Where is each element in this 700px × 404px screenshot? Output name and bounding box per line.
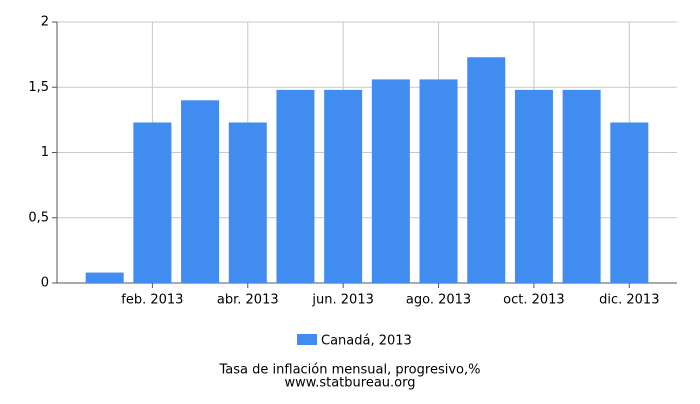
bar <box>419 79 458 283</box>
bar <box>181 100 220 283</box>
bar <box>610 122 649 283</box>
bar <box>371 79 410 283</box>
bar <box>324 89 363 283</box>
source: www.statbureau.org <box>285 376 416 391</box>
x-tick-label: ago. 2013 <box>406 293 471 308</box>
y-tick-label: 2 <box>41 15 49 30</box>
bar <box>467 57 506 283</box>
legend-swatch <box>297 334 317 345</box>
y-tick-label: 1,5 <box>28 80 49 95</box>
x-tick-label: jun. 2013 <box>311 293 373 308</box>
x-tick-label: abr. 2013 <box>217 293 279 308</box>
chart-title: Tasa de inflación mensual, progresivo,% <box>219 363 481 378</box>
x-tick-label: oct. 2013 <box>503 293 565 308</box>
y-tick-label: 0,5 <box>28 210 49 225</box>
bar <box>562 89 601 283</box>
y-tick-label: 0 <box>41 276 49 291</box>
y-tick-label: 1 <box>41 145 49 160</box>
bar <box>133 122 172 283</box>
x-tick-label: dic. 2013 <box>599 293 659 308</box>
bar <box>276 89 315 283</box>
bar <box>514 89 553 283</box>
bar <box>85 272 124 283</box>
x-tick-label: feb. 2013 <box>121 293 183 308</box>
legend-label: Canadá, 2013 <box>321 334 412 349</box>
bar <box>228 122 267 283</box>
